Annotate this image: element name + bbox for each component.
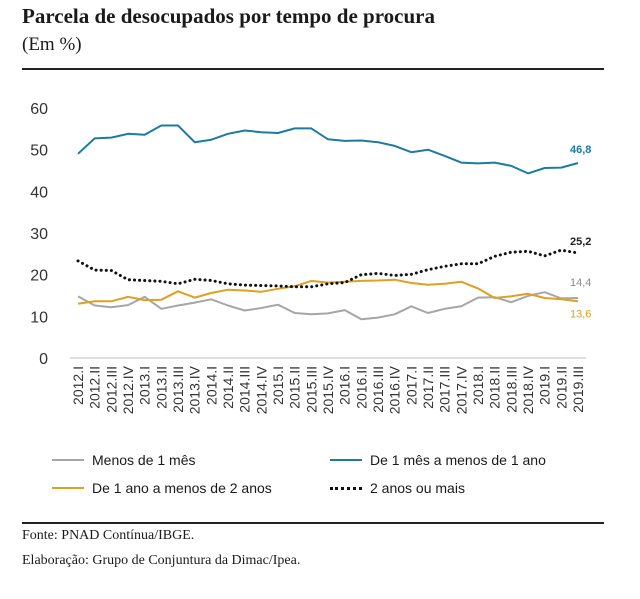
- x-tick-label: 2014.III: [237, 366, 253, 413]
- series-line-3: [77, 278, 579, 305]
- line-chart: 0 10 20 30 40 50 60 2012.I 2012.II 2012.III 2012.I…: [30, 101, 591, 414]
- bottom-rule: [22, 522, 604, 524]
- x-tick-label: 2015.IV: [320, 365, 336, 414]
- legend-swatch: [52, 487, 84, 489]
- x-tick-label: 2013.III: [170, 366, 186, 413]
- source-note: Fonte: PNAD Contínua/IBGE.: [22, 528, 195, 543]
- series-line-2: [77, 124, 579, 175]
- legend-swatch: [330, 486, 362, 490]
- x-tick-label: 2018.II: [487, 366, 503, 409]
- series-line-4: [76, 248, 580, 289]
- y-tick-label: 40: [30, 184, 48, 201]
- x-tick-label: 2019.II: [553, 366, 569, 409]
- x-tick-label: 2015.II: [287, 366, 303, 409]
- legend-item: Menos de 1 mês: [52, 452, 196, 468]
- x-tick-label: 2018.III: [503, 366, 519, 413]
- credit-note: Elaboração: Grupo de Conjuntura da Dimac…: [22, 553, 301, 568]
- x-tick-label: 2017.I: [403, 366, 419, 405]
- x-tick-label: 2014.II: [220, 366, 236, 409]
- chart-subtitle: (Em %): [22, 34, 82, 55]
- end-label: 46,8: [570, 144, 591, 156]
- x-tick-label: 2016.IV: [387, 365, 403, 414]
- x-tick-label: 2015.III: [303, 366, 319, 413]
- top-rule: [22, 68, 604, 70]
- legend-label: De 1 mês a menos de 1 ano: [370, 452, 546, 468]
- x-tick-label: 2017.III: [437, 366, 453, 413]
- x-tick-label: 2019.I: [537, 366, 553, 405]
- x-tick-label: 2017.IV: [453, 365, 469, 414]
- y-tick-label: 10: [30, 309, 48, 326]
- legend-swatch: [330, 459, 362, 461]
- legend-label: Menos de 1 mês: [92, 452, 196, 468]
- end-label: 14,4: [570, 277, 591, 289]
- y-tick-label: 30: [30, 226, 48, 243]
- chart-title: Parcela de desocupados por tempo de proc…: [22, 4, 435, 28]
- x-tick-label: 2012.II: [87, 366, 103, 409]
- x-tick-label: 2018.IV: [520, 365, 536, 414]
- x-tick-label: 2019.III: [570, 366, 586, 413]
- legend-label: De 1 ano a menos de 2 anos: [92, 480, 272, 496]
- y-tick-label: 0: [39, 351, 48, 368]
- end-label: 13,6: [570, 308, 591, 320]
- end-label: 25,2: [570, 236, 591, 248]
- x-tick-label: 2012.I: [70, 366, 86, 405]
- x-tick-label: 2013.IV: [187, 365, 203, 414]
- x-tick-label: 2012.III: [103, 366, 119, 413]
- legend-item: 2 anos ou mais: [330, 480, 465, 496]
- x-tick-label: 2016.I: [337, 366, 353, 405]
- x-tick-label: 2016.II: [353, 366, 369, 409]
- legend-label: 2 anos ou mais: [370, 480, 465, 496]
- legend-swatch: [52, 459, 84, 461]
- x-tick-label: 2018.I: [470, 366, 486, 405]
- x-tick-label: 2014.IV: [253, 365, 269, 414]
- x-tick-label: 2013.II: [153, 366, 169, 409]
- x-tick-label: 2015.I: [270, 366, 286, 405]
- y-tick-label: 50: [30, 143, 48, 160]
- y-tick-label: 60: [30, 101, 48, 118]
- x-tick-label: 2012.IV: [120, 365, 136, 414]
- x-tick-label: 2016.III: [370, 366, 386, 413]
- x-tick-label: 2013.I: [137, 366, 153, 405]
- legend-item: De 1 mês a menos de 1 ano: [330, 452, 546, 468]
- x-tick-label: 2014.I: [203, 366, 219, 405]
- legend-item: De 1 ano a menos de 2 anos: [52, 480, 272, 496]
- x-tick-label: 2017.II: [420, 366, 436, 409]
- y-tick-label: 20: [30, 268, 48, 285]
